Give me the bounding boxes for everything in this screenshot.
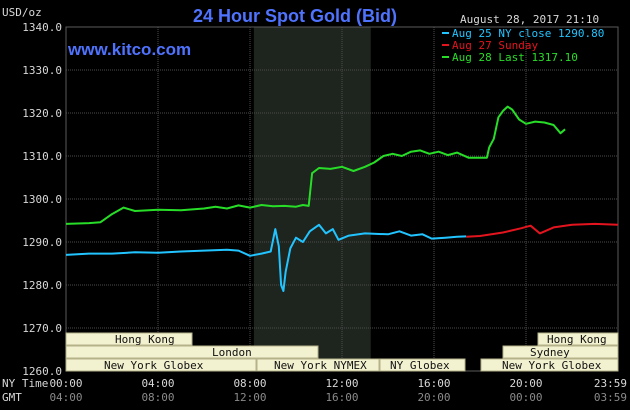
legend: Aug 25 NY close 1290.80 Aug 27 Sunday Au… bbox=[442, 27, 604, 64]
series-line-0 bbox=[65, 223, 467, 292]
watermark: www.kitco.com bbox=[67, 40, 191, 59]
y-tick-label: 1330.0 bbox=[22, 64, 62, 77]
chart-title: 24 Hour Spot Gold (Bid) bbox=[193, 6, 397, 26]
series-line-2 bbox=[65, 105, 566, 225]
legend-item-aug25: Aug 25 NY close 1290.80 bbox=[452, 27, 604, 40]
x-tick-gmt: 04:00 bbox=[49, 391, 82, 404]
y-tick-label: 1300.0 bbox=[22, 193, 62, 206]
y-tick-label: 1320.0 bbox=[22, 107, 62, 120]
session-hong-kong-label: Hong Kong bbox=[115, 333, 175, 346]
y-tick-label: 1260.0 bbox=[22, 365, 62, 378]
session-london-box bbox=[65, 345, 319, 359]
x-tick-gmt: 08:00 bbox=[141, 391, 174, 404]
x-tick-ny: 12:00 bbox=[325, 377, 358, 390]
session-london-label: London bbox=[212, 346, 252, 359]
ny-time-label: NY Time bbox=[2, 377, 48, 390]
y-tick-label: 1310.0 bbox=[22, 150, 62, 163]
series-line-1 bbox=[466, 222, 619, 238]
x-tick-ny: 20:00 bbox=[509, 377, 542, 390]
session-hong-kong-label-2: Hong Kong bbox=[547, 333, 607, 346]
legend-swatch-aug28 bbox=[442, 56, 449, 58]
y-axis-ticks: 1260.0 1270.0 1280.0 1290.0 1300.0 1310.0 1320… bbox=[22, 21, 62, 378]
x-tick-gmt: 16:00 bbox=[325, 391, 358, 404]
session-ny-globex-label-3: New York Globex bbox=[502, 359, 602, 372]
y-tick-label: 1280.0 bbox=[22, 279, 62, 292]
x-tick-ny: 00:00 bbox=[49, 377, 82, 390]
x-tick-ny: 08:00 bbox=[233, 377, 266, 390]
legend-item-aug28: Aug 28 Last 1317.10 bbox=[452, 51, 578, 64]
session-ny-globex-box-3 bbox=[480, 358, 619, 372]
legend-swatch-aug27 bbox=[442, 44, 449, 46]
session-ny-globex-box bbox=[65, 358, 257, 372]
session-hong-kong-box bbox=[65, 332, 193, 346]
x-tick-ny: 23:59 bbox=[594, 377, 627, 390]
series-lines bbox=[65, 105, 619, 292]
legend-item-aug27: Aug 27 Sunday bbox=[452, 39, 538, 52]
x-tick-gmt: 00:00 bbox=[509, 391, 542, 404]
x-tick-gmt: 20:00 bbox=[417, 391, 450, 404]
session-ny-globex-label: New York Globex bbox=[104, 359, 204, 372]
x-tick-gmt: 03:59 bbox=[594, 391, 627, 404]
session-ny-globex-label-2: NY Globex bbox=[390, 359, 450, 372]
y-tick-label: 1290.0 bbox=[22, 236, 62, 249]
unit-label: USD/oz bbox=[2, 6, 42, 19]
session-sydney-box bbox=[502, 345, 619, 359]
x-axis-ticks: 00:0004:0004:0008:0008:0012:0012:0016:00… bbox=[49, 377, 627, 404]
session-hong-kong-box-2 bbox=[537, 332, 619, 346]
y-tick-label: 1270.0 bbox=[22, 322, 62, 335]
x-tick-ny: 16:00 bbox=[417, 377, 450, 390]
x-tick-ny: 04:00 bbox=[141, 377, 174, 390]
y-tick-label: 1340.0 bbox=[22, 21, 62, 34]
legend-swatch-aug25 bbox=[442, 32, 449, 34]
session-ny-globex-box-2 bbox=[379, 358, 466, 372]
session-sydney-label: Sydney bbox=[530, 346, 570, 359]
gmt-label: GMT bbox=[2, 391, 22, 404]
timestamp: August 28, 2017 21:10 bbox=[460, 13, 599, 26]
x-tick-gmt: 12:00 bbox=[233, 391, 266, 404]
session-ny-nymex-box bbox=[256, 358, 380, 372]
session-ny-nymex-label: New York NYMEX bbox=[274, 359, 367, 372]
session-boxes: Hong Kong Hong Kong London Sydney New Yo… bbox=[65, 332, 619, 372]
